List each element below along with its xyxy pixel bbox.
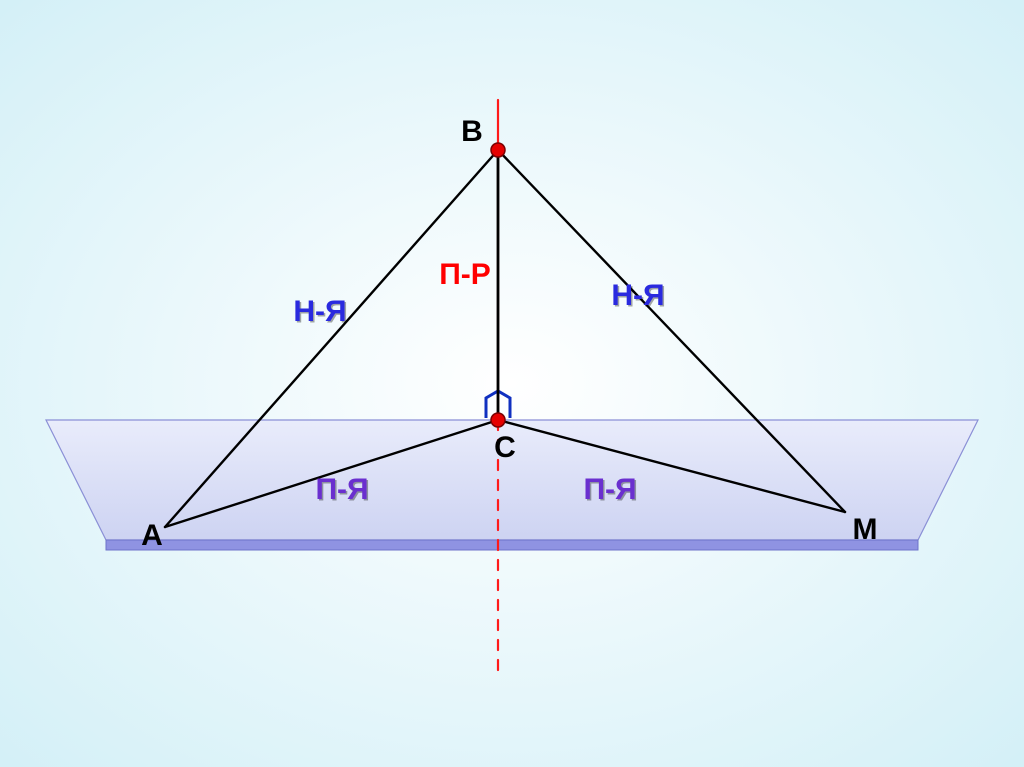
background xyxy=(0,0,1024,767)
label-NY-left: Н-Я xyxy=(293,295,346,329)
label-M: M xyxy=(853,513,878,547)
label-PR: П-Р xyxy=(439,258,491,292)
diagram-canvas: В С А M П-Р Н-Я Н-Я П-Я П-Я xyxy=(0,0,1024,767)
diagram-svg xyxy=(0,0,1024,767)
label-PY-left: П-Я xyxy=(315,473,368,507)
label-B: В xyxy=(461,115,483,149)
point-C xyxy=(491,413,505,427)
label-NY-right: Н-Я xyxy=(611,279,664,313)
point-B xyxy=(491,143,505,157)
label-PY-right: П-Я xyxy=(583,473,636,507)
label-A: А xyxy=(141,519,163,553)
label-C: С xyxy=(494,431,516,465)
plane-edge-face xyxy=(106,540,918,550)
